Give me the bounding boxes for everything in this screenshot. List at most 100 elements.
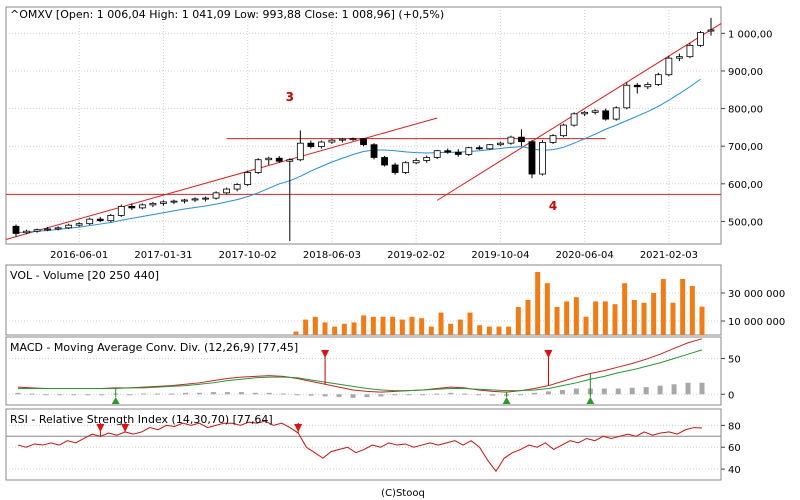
candle-body [254,159,262,173]
macd-histogram-bar [392,394,398,396]
rsi-y-tick-label: 80 [728,421,741,432]
macd-histogram-bar [448,392,454,395]
macd-histogram-bar [99,394,105,396]
candle-body [191,198,199,201]
candle-body [160,201,167,204]
candle-body [349,138,357,141]
candle-body [381,157,388,166]
macd-histogram-bar [169,393,175,395]
trendline-recent [436,23,722,201]
macd-histogram-bar [671,384,677,395]
macd-histogram-bar [378,394,384,397]
candle-body [591,110,599,113]
trendline-long [5,117,438,240]
macd-histogram-bar [238,392,244,395]
candle-body [96,218,104,222]
volume-bar [564,301,570,335]
copyright-footer: (C)Stooq [381,488,425,499]
volume-bar [399,319,405,335]
candle-body [412,160,420,164]
candle-body [612,107,620,120]
macd-histogram-bar [699,382,705,395]
macd-histogram-bar [350,394,356,398]
candle-body [307,142,315,147]
volume-bar [641,302,647,335]
candle-body [286,159,294,162]
rsi-sell-signal-marker [96,424,105,432]
volume-bar [370,316,376,335]
macd-histogram-bar [210,392,216,395]
macd-histogram-bar [15,392,21,395]
buy-signal-marker [111,397,120,404]
price-y-tick-label: 700,00 [728,142,763,153]
candle-body [328,139,336,143]
macd-histogram-bar [141,393,147,395]
macd-histogram-bar [545,391,551,395]
volume-bar [544,283,550,335]
price-x-tick-label: 2019-10-04 [471,250,529,261]
macd-histogram-bar [643,387,649,395]
price-x-tick-label: 2016-06-01 [50,250,108,261]
macd-histogram-bar [224,392,230,395]
candle-body [33,229,41,232]
macd-histogram-bar [573,388,579,395]
macd-histogram-bar [462,393,468,395]
volume-bar [602,301,608,335]
macd-histogram-bar [308,394,314,396]
price-y-tick-label: 800,00 [728,105,763,116]
macd-histogram-bar [476,394,482,396]
volume-bar [448,323,454,335]
volume-bar [680,279,686,335]
macd-histogram-bar [294,394,300,396]
price-panel-title: ^OMXV [Open: 1 006,04 High: 1 041,09 Low… [10,8,444,21]
volume-bar [689,286,695,335]
macd-histogram-bar [434,393,440,395]
price-y-tick-label: 600,00 [728,180,763,191]
candle-body [54,227,62,230]
macd-histogram-bar [364,394,370,398]
volume-panel-title: VOL - Volume [20 250 440] [10,269,159,282]
candle-body [233,184,241,190]
macd-histogram-bar [266,392,272,395]
candle-body [433,150,441,158]
volume-bar [303,319,309,335]
candle-body [370,144,378,158]
candle-body [128,205,136,209]
macd-histogram-bar [490,394,496,396]
candle-body [317,141,325,147]
rsi-line [17,420,703,473]
macd-histogram-bar [518,394,524,396]
volume-bar [631,300,637,335]
price-y-tick-label: 900,00 [728,67,763,78]
annotation-label: 4 [549,199,557,213]
candle-body [654,74,662,85]
candle-body [507,136,515,144]
volume-bar [506,326,512,335]
price-x-tick-label: 2018-06-03 [303,250,361,261]
volume-bar [554,307,560,335]
volume-bar [428,326,434,335]
volume-bar [699,306,705,335]
candle-body [12,225,20,234]
volume-bar [515,307,521,335]
rsi-panel-title: RSI - Relative Strength Index (14,30,70)… [10,413,273,426]
candle-body [528,141,536,175]
price-y-tick-label: 500,00 [728,217,763,228]
moving-average-line [15,78,701,234]
volume-bar [419,318,425,335]
volume-bar [361,315,367,335]
buy-signal-marker [586,397,595,404]
volume-bar [293,331,299,335]
macd-histogram-bar [559,389,565,395]
candle-body [454,151,462,155]
candle-body [623,84,631,109]
candle-body [223,188,231,194]
candle-body [423,157,431,161]
candle-body [581,111,589,115]
macd-histogram-bar [196,392,202,395]
volume-bar [535,272,541,335]
candle-body [170,200,178,203]
candle-body [665,57,673,76]
volume-bar [612,304,618,335]
candle-body [539,142,546,175]
